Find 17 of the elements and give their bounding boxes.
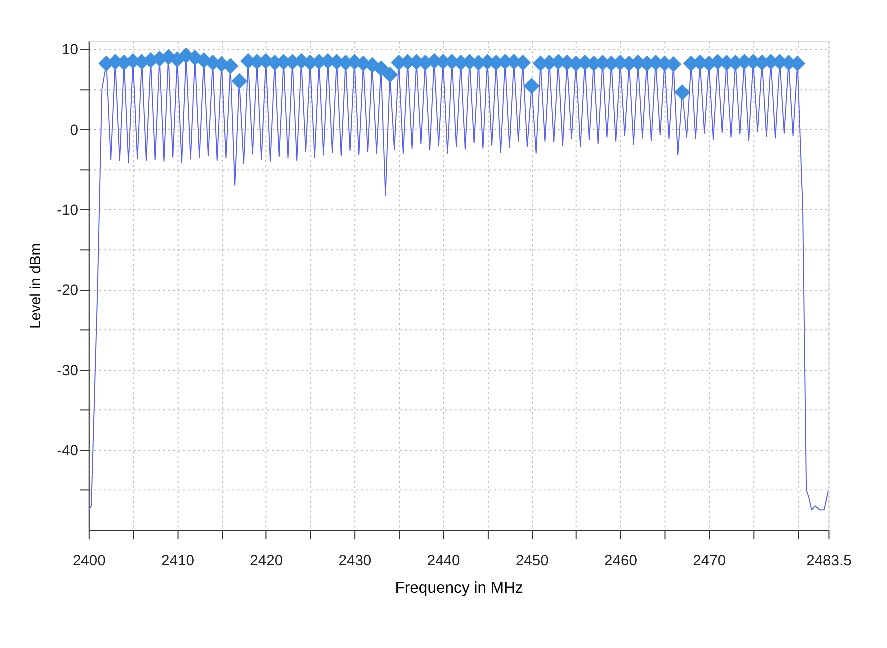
- x-tick-label: 2440: [427, 553, 460, 570]
- x-tick-label: 2410: [162, 553, 194, 570]
- y-tick-label: 0: [70, 122, 79, 139]
- y-tick-label: -40: [57, 443, 79, 460]
- x-tick-label: 2450: [516, 553, 549, 570]
- x-tick-label: 2460: [604, 553, 638, 570]
- y-tick-label: 10: [62, 42, 79, 59]
- x-tick-label: 2420: [250, 553, 284, 570]
- x-tick-label: 2400: [72, 553, 106, 570]
- y-tick-label: -30: [57, 363, 79, 380]
- x-tick-label: 2470: [693, 553, 726, 570]
- x-tick-label: 2483.5: [806, 553, 852, 570]
- x-axis-title: Frequency in MHz: [395, 580, 524, 597]
- y-axis-title: Level in dBm: [28, 243, 44, 329]
- y-tick-label: -20: [57, 283, 79, 300]
- y-tick-label: -10: [57, 203, 79, 220]
- x-tick-label: 2430: [338, 553, 372, 570]
